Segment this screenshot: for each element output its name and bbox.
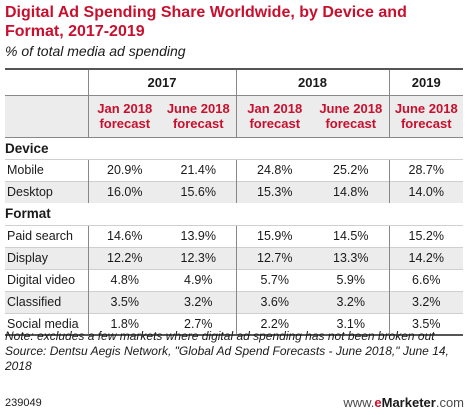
chart-subtitle: % of total media ad spending [5, 43, 186, 59]
forecast-header: June 2018 forecast [313, 95, 389, 138]
table-cell: 21.4% [161, 158, 236, 181]
table-cell: 3.5% [388, 312, 463, 336]
table-body: Device Mobile 20.9% 21.4% 24.8% 25.2% 28.7% Des… [5, 137, 463, 336]
section-label: Format [5, 206, 51, 222]
note-text: Note: excludes a few markets where digit… [5, 329, 435, 343]
table-cell: 20.9% [87, 158, 161, 181]
table-row: Paid search 14.6% 13.9% 15.9% 14.5% 15.2% [5, 224, 463, 247]
table-cell: 6.6% [388, 268, 463, 291]
forecast-header: Jan 2018 forecast [87, 95, 161, 138]
table-cell: 15.6% [161, 180, 236, 203]
table-cell: 3.2% [313, 290, 389, 313]
table-cell: 3.5% [87, 290, 161, 313]
table-cell: 24.8% [235, 158, 313, 181]
table-cell: 12.2% [87, 246, 161, 269]
table-cell: 14.8% [313, 180, 389, 203]
row-label: Classified [5, 290, 88, 313]
forecast-header: Jan 2018 forecast [235, 95, 313, 138]
brand-e: e [374, 395, 382, 410]
row-label: Social media [5, 312, 88, 336]
table-cell: 14.6% [87, 224, 161, 247]
table-cell: 1.8% [87, 312, 161, 336]
table-cell: 2.7% [161, 312, 236, 336]
table-cell: 12.3% [161, 246, 236, 269]
table-cell: 14.5% [313, 224, 389, 247]
table-cell: 15.3% [235, 180, 313, 203]
table-cell: 14.2% [388, 246, 463, 269]
table-cell: 14.0% [388, 180, 463, 203]
row-label: Display [5, 246, 88, 269]
row-label: Digital video [5, 268, 88, 291]
table-cell: 3.6% [235, 290, 313, 313]
forecast-header-row: Jan 2018 forecast June 2018 forecast Jan 2… [5, 95, 463, 138]
brand-prefix: www. [343, 395, 375, 410]
table-cell: 12.7% [235, 246, 313, 269]
table-row: Classified 3.5% 3.2% 3.6% 3.2% 3.2% [5, 290, 463, 313]
table-cell: 13.3% [313, 246, 389, 269]
table-cell: 4.8% [87, 268, 161, 291]
data-table: 2017 2018 2019 Jan 2018 forecast June 2018 … [5, 68, 463, 336]
section-row: Format [5, 203, 463, 225]
table-cell: 15.2% [388, 224, 463, 247]
footnote: Note: excludes a few markets where digit… [5, 329, 465, 374]
table-cell: 4.9% [161, 268, 236, 291]
section-label: Device [5, 140, 49, 156]
section-row: Device [5, 137, 463, 159]
brand-logo[interactable]: www.eMarketer.com [343, 395, 464, 410]
table-cell: 2.2% [235, 312, 313, 336]
table-cell: 3.2% [161, 290, 236, 313]
table-row: Display 12.2% 12.3% 12.7% 13.3% 14.2% [5, 246, 463, 269]
table-cell: 5.9% [313, 268, 389, 291]
source-text: Source: Dentsu Aegis Network, "Global Ad… [5, 344, 449, 373]
table-cell: 3.2% [388, 290, 463, 313]
chart-title: Digital Ad Spending Share Worldwide, by … [5, 4, 407, 40]
row-label: Desktop [5, 180, 88, 203]
forecast-header: June 2018 forecast [161, 95, 236, 138]
table-cell: 5.7% [235, 268, 313, 291]
brand-suffix: .com [435, 395, 464, 410]
header-corner [5, 68, 88, 96]
table-row: Social media 1.8% 2.7% 2.2% 3.1% 3.5% [5, 312, 463, 336]
table-cell: 16.0% [87, 180, 161, 203]
forecast-header: June 2018 forecast [388, 95, 463, 138]
year-header-2018: 2018 [235, 68, 389, 96]
table-row: Digital video 4.8% 4.9% 5.7% 5.9% 6.6% [5, 268, 463, 291]
brand-name: Marketer [381, 395, 436, 410]
table-cell: 15.9% [235, 224, 313, 247]
chart-id: 239049 [5, 397, 42, 409]
year-header-2017: 2017 [87, 68, 236, 96]
table-cell: 25.2% [313, 158, 389, 181]
table-cell: 3.1% [313, 312, 389, 336]
table-cell: 28.7% [388, 158, 463, 181]
year-header-row: 2017 2018 2019 [5, 68, 463, 96]
row-label: Mobile [5, 158, 88, 181]
row-label: Paid search [5, 224, 88, 247]
year-header-2019: 2019 [388, 68, 463, 96]
header-corner-forecast [5, 95, 88, 138]
table-row: Desktop 16.0% 15.6% 15.3% 14.8% 14.0% [5, 180, 463, 203]
table-row: Mobile 20.9% 21.4% 24.8% 25.2% 28.7% [5, 158, 463, 181]
table-cell: 13.9% [161, 224, 236, 247]
